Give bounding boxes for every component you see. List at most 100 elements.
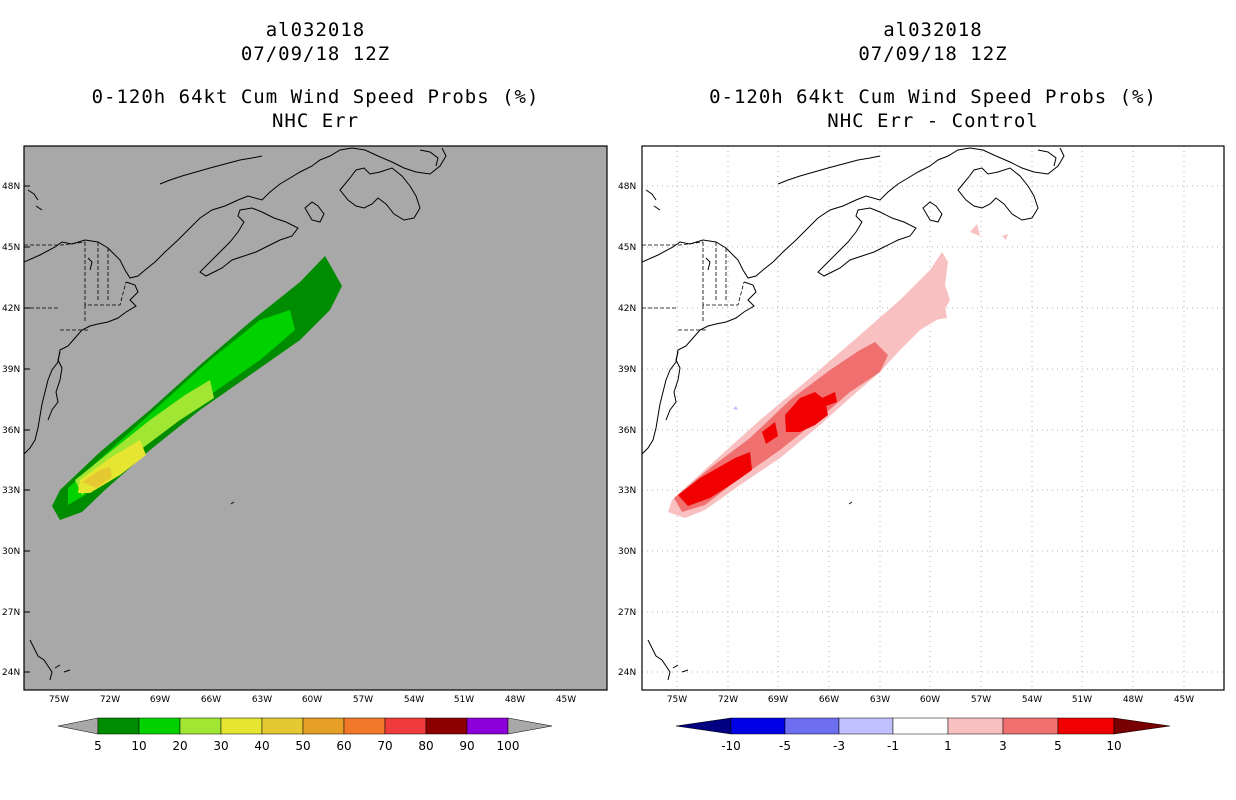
left-lat-label: 39N (2, 365, 20, 375)
right-lat-label: 42N (618, 304, 636, 314)
left-colorbar-low-arrow (57, 717, 99, 735)
right-lon-labels: 75W 72W 69W 66W 63W 60W 57W 54W 51W 48W … (667, 695, 1194, 705)
left-lat-label: 45N (2, 243, 20, 253)
left-lon-label: 51W (454, 695, 474, 705)
right-storm-id: al032018 (883, 19, 983, 41)
left-colorbar-high-arrow (507, 717, 553, 735)
left-colorbar-label: 5 (94, 739, 102, 753)
right-lat-label: 30N (618, 547, 636, 557)
left-colorbar-label: 90 (459, 739, 474, 753)
right-lon-label: 54W (1022, 695, 1042, 705)
right-lat-label: 48N (618, 182, 636, 192)
right-colorbar-swatch (838, 717, 894, 735)
right-lon-label: 48W (1123, 695, 1143, 705)
right-lon-label: 66W (819, 695, 839, 705)
left-colorbar-label: 50 (295, 739, 310, 753)
left-lon-label: 72W (100, 695, 120, 705)
left-colorbar-swatch (220, 717, 263, 735)
right-colorbar-low-arrow (675, 717, 732, 735)
right-lon-label: 72W (718, 695, 738, 705)
right-colorbar-swatch (784, 717, 840, 735)
left-colorbar-label: 80 (418, 739, 433, 753)
left-map-background (24, 146, 607, 690)
right-colorbar-high-arrow (1113, 717, 1171, 735)
left-colorbar-swatch (343, 717, 386, 735)
right-chart-title: 0-120h 64kt Cum Wind Speed Probs (%) (709, 86, 1157, 108)
left-map-panel: 48N 45N 42N 39N 36N 33N 30N 27N 24N 75W … (2, 145, 608, 705)
left-colorbar-label: 10 (131, 739, 146, 753)
left-colorbar-label: 40 (254, 739, 269, 753)
right-map-panel: 48N 45N 42N 39N 36N 33N 30N 27N 24N 75W … (618, 145, 1225, 705)
left-lat-label: 24N (2, 668, 20, 678)
right-map-frame (641, 145, 1225, 691)
left-colorbar-swatch (97, 717, 140, 735)
right-colorbar-label: -10 (721, 739, 741, 753)
left-title-block: al032018 07/09/18 12Z 0-120h 64kt Cum Wi… (24, 18, 607, 133)
right-lon-label: 75W (667, 695, 687, 705)
right-colorbar-label: 1 (944, 739, 952, 753)
left-lon-label: 45W (556, 695, 576, 705)
right-date: 07/09/18 12Z (858, 43, 1008, 65)
right-lon-label: 63W (870, 695, 890, 705)
right-lon-label: 51W (1072, 695, 1092, 705)
left-lat-label: 33N (2, 486, 20, 496)
left-lat-labels: 48N 45N 42N 39N 36N 33N 30N 27N 24N (2, 182, 20, 678)
right-lat-label: 33N (618, 486, 636, 496)
right-colorbar: -10 -5 -3 -1 1 3 5 10 (675, 717, 1171, 753)
right-colorbar-swatch (892, 717, 949, 735)
left-lon-label: 66W (201, 695, 221, 705)
left-colorbar-swatch (261, 717, 304, 735)
left-lat-label: 27N (2, 608, 20, 618)
left-storm-id: al032018 (265, 19, 366, 41)
left-lat-label: 42N (2, 304, 20, 314)
left-map-frame (23, 145, 608, 691)
right-colorbar-swatch (1002, 717, 1059, 735)
left-lon-label: 75W (49, 695, 69, 705)
left-colorbar-label: 100 (497, 739, 520, 753)
right-map-background (642, 146, 1224, 690)
right-lat-label: 39N (618, 365, 636, 375)
right-lat-labels: 48N 45N 42N 39N 36N 33N 30N 27N 24N (618, 182, 636, 678)
right-chart-subtitle: NHC Err - Control (827, 110, 1039, 132)
right-lat-label: 45N (618, 243, 636, 253)
left-lat-label: 36N (2, 426, 20, 436)
left-lon-label: 48W (505, 695, 525, 705)
left-lat-label: 30N (2, 547, 20, 557)
right-colorbar-label: -5 (779, 739, 791, 753)
right-lon-label: 60W (920, 695, 940, 705)
left-colorbar-swatch (138, 717, 181, 735)
right-colorbar-label: 5 (1054, 739, 1062, 753)
left-lon-label: 69W (150, 695, 170, 705)
left-chart-title: 0-120h 64kt Cum Wind Speed Probs (%) (91, 86, 540, 108)
left-colorbar-label: 20 (172, 739, 187, 753)
right-lon-label: 69W (768, 695, 788, 705)
right-colorbar-label: -3 (833, 739, 845, 753)
right-lat-label: 36N (618, 426, 636, 436)
left-lon-label: 57W (353, 695, 373, 705)
right-difference-swath (668, 224, 1008, 518)
right-lon-label: 45W (1174, 695, 1194, 705)
right-colorbar-swatch (1057, 717, 1115, 735)
right-colorbar-swatch (947, 717, 1004, 735)
left-colorbar-swatch (384, 717, 427, 735)
left-lat-label: 48N (2, 182, 20, 192)
left-colorbar-swatch (302, 717, 345, 735)
left-probability-swath (52, 256, 342, 520)
right-grid (642, 146, 1224, 690)
left-colorbar-label: 60 (336, 739, 351, 753)
left-date: 07/09/18 12Z (240, 43, 391, 65)
left-colorbar-swatch (466, 717, 509, 735)
left-lon-label: 60W (302, 695, 322, 705)
right-title-block: al032018 07/09/18 12Z 0-120h 64kt Cum Wi… (642, 18, 1224, 133)
right-colorbar-swatch (730, 717, 786, 735)
right-lat-label: 24N (618, 668, 636, 678)
left-axis-ticks (24, 185, 30, 673)
right-colorbar-label: 3 (999, 739, 1007, 753)
right-colorbar-label: 10 (1106, 739, 1121, 753)
left-colorbar-swatch (179, 717, 222, 735)
right-colorbar-label: -1 (887, 739, 899, 753)
left-colorbar-swatch (425, 717, 468, 735)
left-chart-subtitle: NHC Err (271, 110, 360, 132)
left-colorbar-label: 30 (213, 739, 228, 753)
left-lon-labels: 75W 72W 69W 66W 63W 60W 57W 54W 51W 48W … (49, 695, 576, 705)
